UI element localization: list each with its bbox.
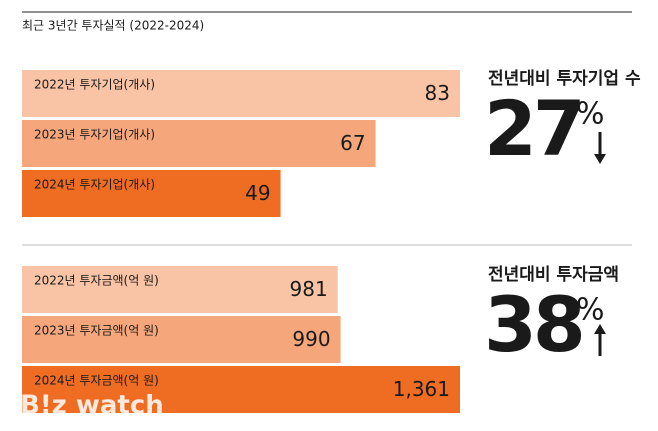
- category-label: 2022년 투자금액(억 원): [34, 274, 159, 288]
- annotation-unit: %: [576, 97, 605, 132]
- value-label: 67: [340, 131, 365, 155]
- annotation-label: 전년대비 투자금액: [488, 265, 619, 285]
- bar: [22, 170, 281, 217]
- arrow-head: [594, 324, 606, 334]
- annotation-value: 38: [484, 280, 582, 369]
- value-label: 49: [245, 181, 270, 205]
- value-label: 990: [292, 327, 330, 351]
- category-label: 2024년 투자금액(억 원): [34, 374, 159, 388]
- watermark: B!z watch: [20, 391, 164, 421]
- value-label: 981: [290, 277, 328, 301]
- bar: [22, 266, 338, 313]
- category-label: 2024년 투자기업(개사): [34, 178, 155, 192]
- annotation-unit: %: [576, 293, 605, 328]
- bar: [22, 120, 376, 167]
- value-label: 1,361: [393, 377, 450, 401]
- category-label: 2023년 투자금액(억 원): [34, 324, 159, 338]
- bar: [22, 366, 460, 413]
- title: 최근 3년간 투자실적 (2022-2024): [22, 19, 204, 33]
- bar: [22, 70, 460, 117]
- annotation-label: 전년대비 투자기업 수: [488, 69, 641, 89]
- value-label: 83: [425, 81, 450, 105]
- annotation-value: 27: [484, 84, 582, 173]
- arrow-head: [594, 154, 606, 164]
- bar: [22, 316, 341, 363]
- category-label: 2023년 투자기업(개사): [34, 128, 155, 142]
- category-label: 2022년 투자기업(개사): [34, 78, 155, 92]
